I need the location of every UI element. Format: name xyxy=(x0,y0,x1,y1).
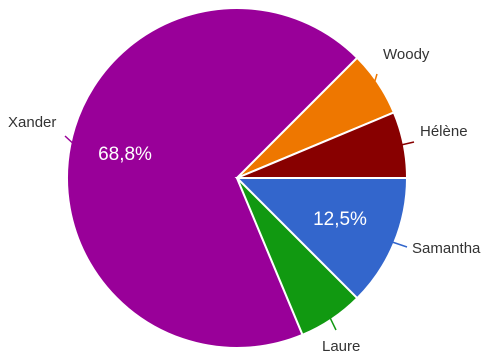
leader-line-woody xyxy=(372,73,378,87)
pct-label-xander: 68,8% xyxy=(98,144,152,165)
slice-xander xyxy=(66,7,359,349)
leader-line-laure xyxy=(327,313,337,331)
label-xander: Xander xyxy=(8,114,56,131)
label-laure: Laure xyxy=(322,338,360,353)
chart-labels: Xander 68,8% Woody Hélène Samantha 12,5% Laure xyxy=(8,46,481,353)
pct-label-samantha: 12,5% xyxy=(313,209,367,230)
label-helene: Hélène xyxy=(420,123,468,140)
leader-line-helene xyxy=(397,141,415,147)
label-samantha: Samantha xyxy=(412,240,481,257)
leader-lines xyxy=(64,73,415,331)
slice-laure xyxy=(236,177,359,337)
leader-line-samantha xyxy=(388,240,408,248)
label-woody: Woody xyxy=(383,46,430,63)
pie-slices xyxy=(66,7,409,349)
leader-line-xander xyxy=(64,135,77,147)
